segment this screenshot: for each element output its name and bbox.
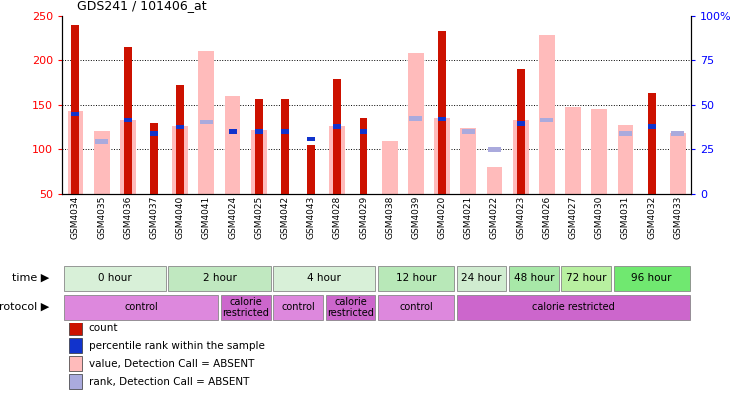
Bar [68,374,83,389]
Bar [200,120,213,124]
Bar [68,320,83,335]
Text: 72 hour: 72 hour [566,272,606,283]
Bar [64,266,166,291]
Bar [333,124,341,129]
Bar [438,117,446,122]
Bar [307,137,315,141]
Bar [382,141,397,194]
Bar [273,295,323,320]
Bar [176,125,184,129]
Bar [378,266,454,291]
Bar [409,116,422,120]
Bar [434,118,450,194]
Bar [228,129,237,134]
Bar [255,129,263,134]
Bar [71,25,80,194]
Bar [408,53,424,194]
Bar [509,266,559,291]
Bar [150,123,158,194]
Bar [457,295,689,320]
Bar [176,86,184,194]
Bar [273,266,376,291]
Bar [591,109,607,194]
Text: protocol ▶: protocol ▶ [0,302,50,312]
Bar [68,111,83,194]
Text: 0 hour: 0 hour [98,272,131,283]
Bar [68,338,83,353]
Bar [561,266,611,291]
Text: control: control [281,302,315,312]
Bar [647,93,656,194]
Bar [541,118,553,122]
Text: GDS241 / 101406_at: GDS241 / 101406_at [77,0,207,12]
Bar [198,51,214,194]
Bar [95,139,108,144]
Bar [281,129,289,134]
Bar [438,31,446,194]
Bar [251,130,267,194]
Bar [378,295,454,320]
Bar [120,120,136,194]
Bar [462,129,475,134]
Bar [487,167,502,194]
Bar [172,126,188,194]
Bar [488,147,501,152]
Bar [671,131,684,136]
Text: count: count [89,323,118,333]
Bar [614,266,689,291]
Bar [71,112,80,116]
Bar [281,99,289,194]
Text: 12 hour: 12 hour [396,272,436,283]
Text: calorie
restricted: calorie restricted [327,297,374,318]
Bar [517,122,525,126]
Bar [333,79,341,194]
Text: calorie restricted: calorie restricted [532,302,614,312]
Bar [517,69,525,194]
Bar [168,266,270,291]
Text: 2 hour: 2 hour [203,272,237,283]
Bar [325,295,376,320]
Text: 48 hour: 48 hour [514,272,554,283]
Bar [150,131,158,136]
Bar [225,96,240,194]
Bar [566,107,581,194]
Text: percentile rank within the sample: percentile rank within the sample [89,341,264,350]
Text: 4 hour: 4 hour [307,272,341,283]
Bar [221,295,270,320]
Bar [513,120,529,194]
Bar [330,126,345,194]
Bar [619,131,632,136]
Text: 96 hour: 96 hour [632,272,672,283]
Bar [124,118,131,122]
Text: 24 hour: 24 hour [461,272,502,283]
Bar [617,126,633,194]
Text: control: control [399,302,433,312]
Bar [307,145,315,194]
Text: time ▶: time ▶ [12,272,50,283]
Bar [68,356,83,371]
Text: rank, Detection Call = ABSENT: rank, Detection Call = ABSENT [89,377,249,386]
Bar [360,129,367,134]
Bar [670,133,686,194]
Bar [64,295,219,320]
Bar [457,266,506,291]
Bar [255,99,263,194]
Text: value, Detection Call = ABSENT: value, Detection Call = ABSENT [89,359,254,369]
Bar [539,35,555,194]
Bar [460,128,476,194]
Bar [360,118,367,194]
Text: control: control [124,302,158,312]
Text: calorie
restricted: calorie restricted [222,297,269,318]
Bar [124,47,131,194]
Bar [647,124,656,129]
Bar [94,131,110,194]
